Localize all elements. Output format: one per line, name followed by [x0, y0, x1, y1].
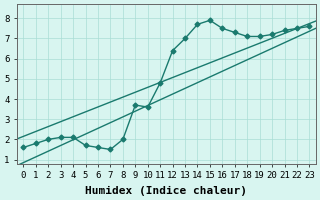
X-axis label: Humidex (Indice chaleur): Humidex (Indice chaleur)	[85, 186, 247, 196]
